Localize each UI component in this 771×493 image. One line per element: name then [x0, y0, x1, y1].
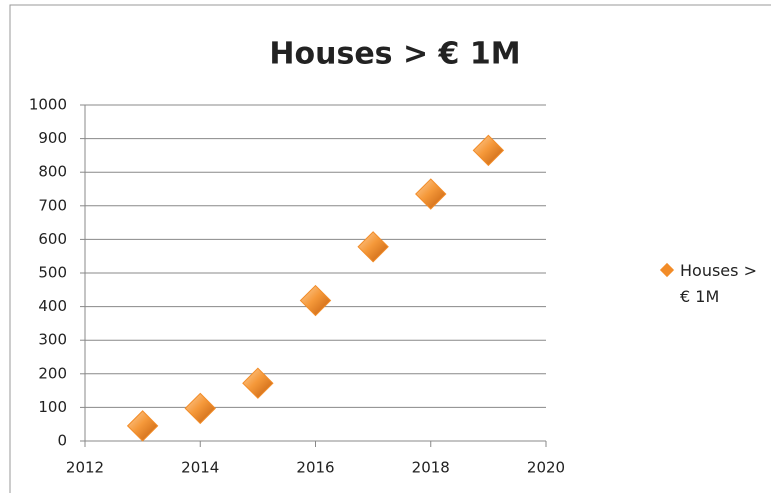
y-tick-label: 100 — [38, 398, 67, 416]
x-tick-label: 2012 — [66, 459, 104, 477]
x-tick-label: 2020 — [527, 459, 565, 477]
x-tick-label: 2014 — [181, 459, 219, 477]
chart-frame — [9, 4, 771, 493]
legend: Houses > € 1M — [659, 258, 760, 310]
y-tick-label: 1000 — [29, 96, 67, 114]
y-tick-label: 600 — [38, 230, 67, 248]
data-point — [472, 134, 505, 167]
y-tick-label: 500 — [38, 264, 67, 282]
data-point — [299, 284, 332, 317]
y-tick-label: 900 — [38, 129, 67, 147]
y-tick-label: 400 — [38, 297, 67, 315]
y-tick-label: 200 — [38, 364, 67, 382]
data-point — [242, 367, 274, 399]
data-point — [415, 178, 447, 210]
y-tick-label: 300 — [38, 331, 67, 349]
x-tick-label: 2016 — [296, 459, 334, 477]
x-tick-label: 2018 — [412, 459, 450, 477]
data-point — [357, 231, 389, 263]
y-tick-label: 700 — [38, 196, 67, 214]
data-point — [126, 410, 159, 442]
y-tick-label: 0 — [57, 432, 67, 450]
y-tick-label: 800 — [38, 163, 67, 181]
legend-swatch — [659, 262, 675, 278]
data-point — [184, 392, 216, 425]
chart-title: Houses > € 1M — [269, 37, 520, 72]
legend-label: Houses > € 1M — [680, 261, 757, 306]
